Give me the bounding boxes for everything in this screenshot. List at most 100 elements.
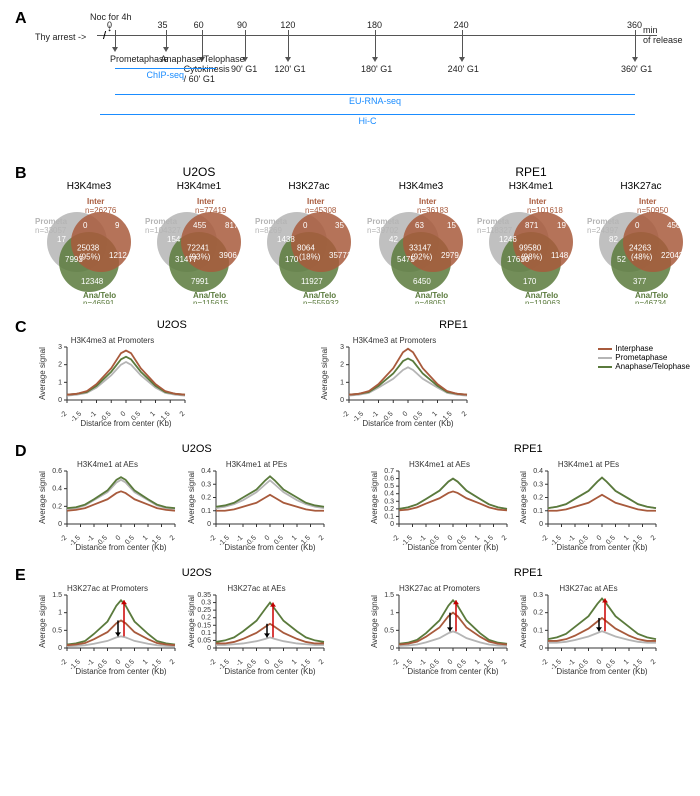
chart-svg: H3K27ac at Promoters00.511.5-2-1.5-1-0.5…: [367, 581, 512, 676]
stage-240: 240' G1: [448, 64, 479, 74]
v-pa: 52: [617, 255, 626, 264]
xtick: 0: [264, 658, 272, 666]
xtick: -2: [59, 410, 68, 419]
v-prometa: 82: [609, 235, 618, 244]
v-ipa-pct: (18%): [299, 253, 321, 262]
ytick: 0.1: [533, 508, 543, 515]
chart-subrow: H3K4me3 at Promoters0123-2-1.5-1-0.500.5…: [317, 333, 591, 428]
venn-subtitle: H3K4me1: [477, 181, 585, 192]
ytick: 0: [340, 397, 344, 404]
curve-inter: [216, 624, 324, 644]
chart-title: H3K27ac at Promoters: [67, 584, 148, 593]
curve-prometa: [399, 631, 507, 645]
xtick: 1: [291, 534, 299, 542]
thy-arrest-label: Thy arrest ->: [35, 32, 86, 42]
chart-subrow: H3K27ac at Promoters00.511.5-2-1.5-1-0.5…: [367, 581, 691, 676]
inter-label: Inter: [639, 197, 656, 206]
ytick: 1: [58, 610, 62, 617]
v-inter: 9: [115, 221, 120, 230]
curve-anatelo: [67, 600, 175, 644]
ytick: 0: [58, 645, 62, 652]
xtick: 2: [318, 658, 326, 666]
v-ip: 0: [83, 221, 88, 230]
inter-n: n=45308: [305, 206, 337, 215]
ytick: 0.1: [201, 630, 211, 637]
xtick: -2: [208, 534, 217, 543]
ytick: 3: [340, 344, 344, 351]
ytick: 0.3: [533, 592, 543, 599]
v-ip: 455: [193, 221, 207, 230]
inter-label: Inter: [307, 197, 324, 206]
prometa-n: n=33057: [35, 226, 67, 235]
chart-svg: H3K4me1 at AEs00.10.20.30.40.50.60.7-2-1…: [367, 457, 512, 552]
v-pa: 170: [285, 255, 299, 264]
ylabel: Average signal: [370, 471, 379, 524]
group-title: RPE1: [367, 443, 691, 455]
ytick: 0.4: [52, 486, 62, 493]
curve-inter: [67, 491, 175, 510]
anatelo-n: n=115615: [193, 299, 229, 304]
ytick: 0.3: [201, 481, 211, 488]
xtick: 0: [120, 410, 128, 418]
chart-subrow: H3K4me1 at AEs00.10.20.30.40.50.60.7-2-1…: [367, 457, 691, 552]
venn-subtitle: H3K4me3: [367, 181, 475, 192]
venn-H3K4me1: H3K4me1Intern=101618Prometan=118327Ana/T…: [477, 181, 585, 304]
anatelo-n: n=46591: [83, 299, 115, 304]
xtick: 2: [169, 658, 177, 666]
prometa-label: Prometa: [367, 217, 400, 226]
curve-inter: [349, 349, 467, 395]
v-inter: 19: [557, 221, 566, 230]
xtick: 0: [264, 534, 272, 542]
ylabel: Average signal: [38, 471, 47, 524]
xtick: -2: [540, 658, 549, 667]
xlabel: Distance from center (Kb): [224, 667, 315, 676]
prometa-n: n=39702: [367, 226, 399, 235]
ylabel: Average signal: [519, 471, 528, 524]
ytick: 0.1: [201, 508, 211, 515]
v-inter: 35: [335, 221, 344, 230]
ytick: 1: [340, 379, 344, 386]
v-ip: 63: [415, 221, 424, 230]
ytick: 0.4: [384, 491, 394, 498]
xlabel: Distance from center (Kb): [407, 667, 498, 676]
ytick: 0.6: [384, 476, 394, 483]
v-prometa: 42: [389, 235, 398, 244]
venn-H3K4me3: H3K4me3Intern=36183Prometan=39702Ana/Tel…: [367, 181, 475, 304]
xtick: 0: [595, 658, 603, 666]
ytick: 0.1: [384, 513, 394, 520]
ytick: 0.2: [201, 615, 211, 622]
v-ip: 871: [525, 221, 539, 230]
stage-180: 180' G1: [361, 64, 392, 74]
xtick: 1: [473, 658, 481, 666]
venn-svg: Intern=26276Prometan=33057Ana/Telon=4659…: [35, 194, 143, 304]
xtick: 1: [431, 410, 439, 418]
v-anatelo: 6450: [413, 277, 431, 286]
v-prometa: 17: [57, 235, 66, 244]
tick-60: 60: [194, 20, 204, 30]
arrow-90: [245, 30, 246, 58]
legend-item: Prometaphase: [598, 353, 690, 362]
venn-svg: Intern=50950Prometan=24397Ana/Telon=4673…: [587, 194, 695, 304]
chart-group-RPE1: RPE1 H3K4me1 at AEs00.10.20.30.40.50.60.7…: [367, 443, 691, 552]
curve-prometa: [67, 362, 185, 396]
v-anatelo: 11927: [301, 277, 323, 286]
ytick: 1.5: [384, 592, 394, 599]
inter-label: Inter: [419, 197, 436, 206]
inter-n: n=36183: [417, 206, 449, 215]
ylabel: Average signal: [38, 595, 47, 648]
xtick: 0: [595, 534, 603, 542]
xtick: 2: [318, 534, 326, 542]
curve-anatelo: [399, 479, 507, 509]
prometa-n: n=8269: [255, 226, 282, 235]
xlabel: Distance from center (Kb): [75, 667, 166, 676]
venn-group-title: U2OS: [35, 165, 363, 179]
v-ia: 1212: [109, 251, 127, 260]
panel-d-label: D: [15, 443, 27, 461]
v-ipa: 24263: [629, 244, 652, 253]
ytick: 0: [58, 397, 62, 404]
venn-row: H3K4me3Intern=36183Prometan=39702Ana/Tel…: [367, 181, 695, 304]
arrow-35: [166, 30, 167, 48]
anatelo-n: n=48051: [415, 299, 447, 304]
ytick: 0.05: [197, 637, 211, 644]
chart-svg: H3K27ac at AEs00.050.10.150.20.250.30.35…: [184, 581, 329, 676]
